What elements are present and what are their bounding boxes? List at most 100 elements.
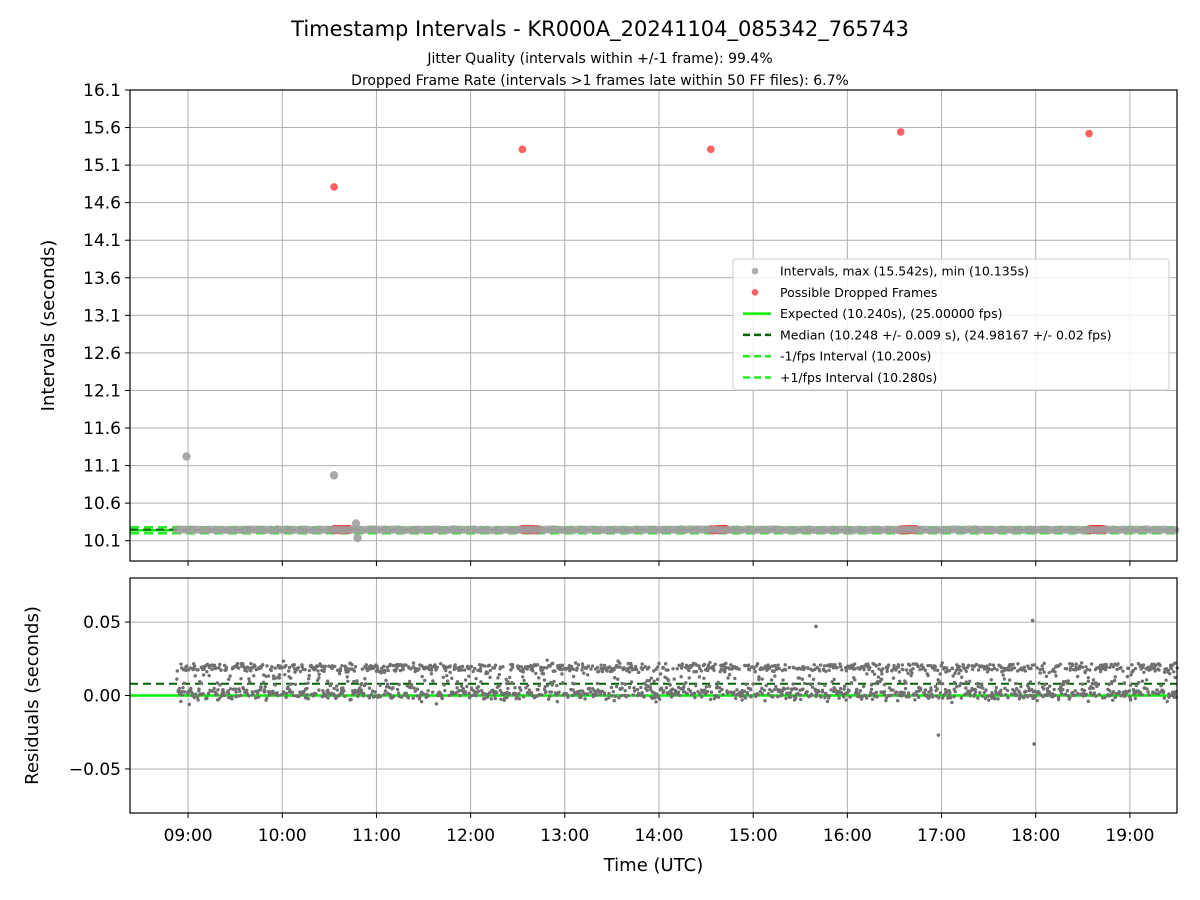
residual-point (902, 691, 906, 695)
residual-point (573, 661, 578, 665)
residual-point (903, 686, 908, 691)
residual-point (426, 694, 430, 698)
residual-point (276, 693, 280, 698)
residual-point (742, 689, 747, 693)
y-tick-label: 10.6 (83, 494, 121, 514)
residual-point (798, 693, 803, 697)
residual-point (506, 686, 510, 691)
residual-point (927, 694, 932, 699)
residual-point (1131, 668, 1135, 673)
residual-point (817, 689, 821, 694)
residual-point (620, 686, 624, 690)
intervals-x-ticks (187, 561, 1131, 566)
residual-point (1111, 665, 1116, 669)
residual-point (1012, 666, 1017, 670)
residual-point (1024, 689, 1028, 694)
residual-point (926, 673, 930, 678)
residual-point (245, 688, 249, 692)
residual-point (476, 689, 481, 693)
residual-point (912, 692, 916, 696)
residual-point (809, 692, 814, 696)
residual-point (585, 692, 590, 696)
chart-title: Timestamp Intervals - KR000A_20241104_08… (290, 17, 909, 42)
residual-point (758, 689, 763, 694)
residual-point (516, 666, 520, 671)
residual-point (717, 686, 722, 690)
residual-point (1084, 665, 1088, 669)
residual-point (792, 666, 796, 670)
residual-point (1082, 688, 1087, 693)
residual-point (780, 689, 785, 693)
residual-point (560, 663, 565, 668)
residual-point (1109, 662, 1113, 667)
residual-point (642, 695, 646, 699)
residual-point (1015, 686, 1019, 691)
residual-point (1047, 670, 1051, 675)
residual-point (253, 664, 257, 668)
residual-point (580, 668, 584, 672)
residual-point (1042, 670, 1046, 674)
residual-point (350, 662, 354, 667)
residual-point (813, 688, 818, 693)
dropped-frame-peak (706, 145, 715, 154)
residual-point (521, 675, 525, 679)
residual-point (614, 684, 619, 689)
residual-point (1133, 666, 1138, 671)
y-tick-label: 12.6 (83, 344, 121, 364)
residual-point (781, 678, 785, 682)
residual-point (344, 665, 348, 670)
residual-point (549, 690, 554, 694)
residual-point (1088, 668, 1092, 672)
residual-point (744, 682, 748, 687)
residual-point (982, 664, 986, 669)
residual-point (218, 683, 222, 687)
residual-point (400, 695, 404, 699)
residual-point (1037, 690, 1041, 695)
residual-point (643, 665, 647, 669)
residual-point (892, 663, 896, 668)
residual-point (985, 670, 990, 674)
residual-point (492, 693, 496, 698)
residual-point (434, 668, 438, 672)
legend-label: Intervals, max (15.542s), min (10.135s) (780, 264, 1029, 279)
residual-point (612, 675, 617, 680)
residual-point (760, 686, 764, 691)
residual-point (421, 692, 426, 696)
residual-point (1010, 692, 1014, 696)
residual-point (595, 665, 600, 670)
residual-point (195, 695, 200, 699)
residual-point (270, 665, 274, 669)
residual-point (335, 684, 339, 688)
residual-point (590, 664, 595, 668)
residual-point (1023, 669, 1028, 673)
residual-point (1159, 683, 1164, 688)
residual-point (483, 664, 487, 668)
residual-point (467, 674, 471, 678)
residual-point (706, 668, 710, 673)
residual-point (438, 661, 443, 666)
residual-point (793, 696, 798, 700)
residual-point (952, 695, 956, 699)
residual-point (1022, 665, 1026, 669)
residual-point (598, 692, 603, 696)
residual-point (753, 670, 757, 674)
residual-point (874, 690, 879, 695)
residual-point (205, 696, 209, 700)
residual-point (321, 689, 325, 693)
residual-point (1164, 678, 1168, 682)
residual-point (929, 692, 934, 696)
residual-point (587, 686, 592, 691)
residual-point (199, 681, 203, 685)
residual-point (783, 687, 787, 691)
residual-point (1085, 667, 1089, 672)
residual-point (976, 668, 981, 672)
residual-point (1115, 667, 1119, 672)
residual-point (774, 684, 778, 689)
residual-point (934, 694, 939, 698)
residual-point (238, 689, 242, 694)
residual-point (864, 696, 869, 700)
residual-point (284, 691, 289, 696)
residual-point (991, 663, 996, 667)
residual-point (933, 668, 937, 672)
residual-point (1071, 663, 1075, 667)
